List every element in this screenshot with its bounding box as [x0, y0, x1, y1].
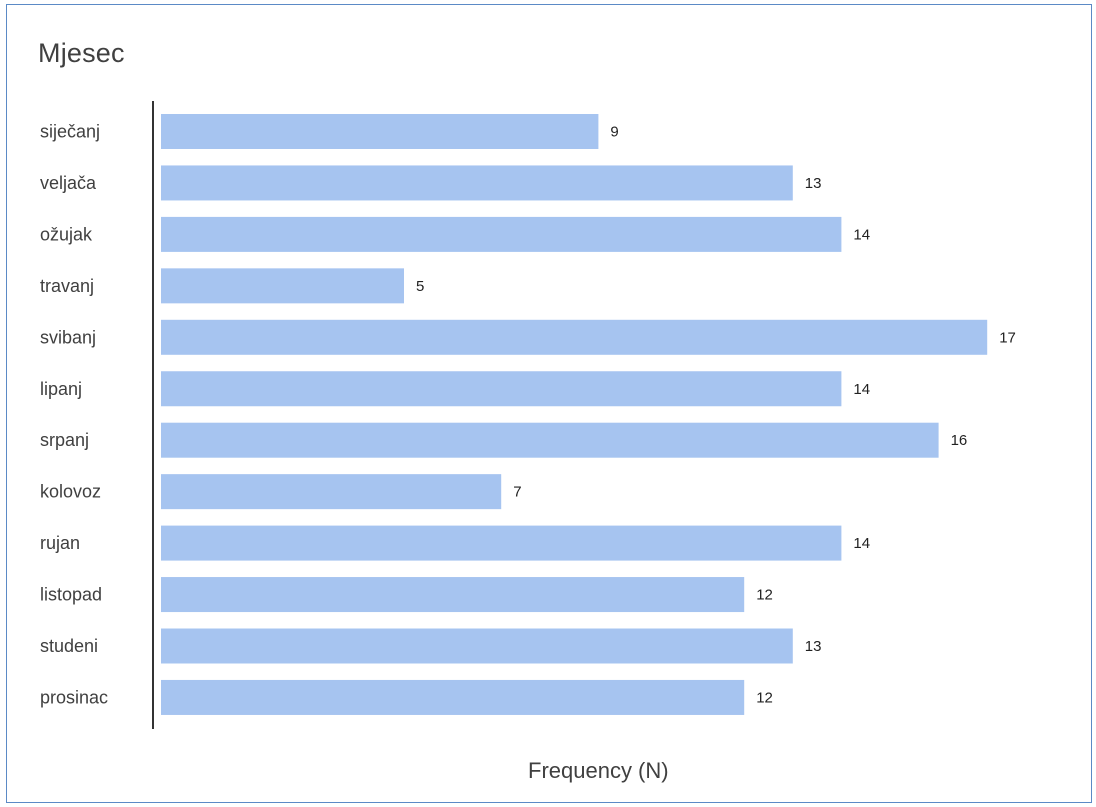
bars-group: siječanj 9 veljača 13 ožujak 14 travanj 5 sviban… — [40, 114, 1016, 715]
category-label: studeni — [40, 636, 98, 656]
category-label: listopad — [40, 585, 102, 605]
data-label: 14 — [853, 381, 870, 398]
data-label: 9 — [610, 124, 618, 141]
data-label: 13 — [805, 638, 822, 655]
bar — [161, 474, 502, 510]
category-label: svibanj — [40, 327, 96, 347]
bar — [161, 371, 842, 407]
data-label: 7 — [513, 484, 521, 501]
bar — [161, 165, 793, 201]
category-label: veljača — [40, 173, 97, 193]
data-label: 14 — [853, 535, 870, 552]
category-label: rujan — [40, 533, 80, 553]
chart-title: Mjesec — [38, 38, 125, 68]
bar — [161, 319, 988, 355]
data-label: 17 — [999, 329, 1016, 346]
category-label: travanj — [40, 276, 94, 296]
category-label: ožujak — [40, 224, 93, 244]
category-label: siječanj — [40, 122, 100, 142]
category-label: prosinac — [40, 687, 108, 707]
data-label: 14 — [853, 226, 870, 243]
x-axis-title: Frequency (N) — [528, 758, 669, 783]
category-label: kolovoz — [40, 482, 101, 502]
category-label: srpanj — [40, 430, 89, 450]
category-label: lipanj — [40, 379, 82, 399]
bar — [161, 679, 745, 715]
data-label: 12 — [756, 689, 773, 706]
bar — [161, 422, 939, 458]
data-label: 5 — [416, 278, 424, 295]
data-label: 13 — [805, 175, 822, 192]
bar — [161, 114, 599, 149]
bar — [161, 268, 404, 304]
data-label: 16 — [951, 432, 968, 449]
bar — [161, 577, 745, 613]
bar — [161, 628, 793, 664]
bar — [161, 525, 842, 561]
bar — [161, 216, 842, 252]
data-label: 12 — [756, 587, 773, 604]
